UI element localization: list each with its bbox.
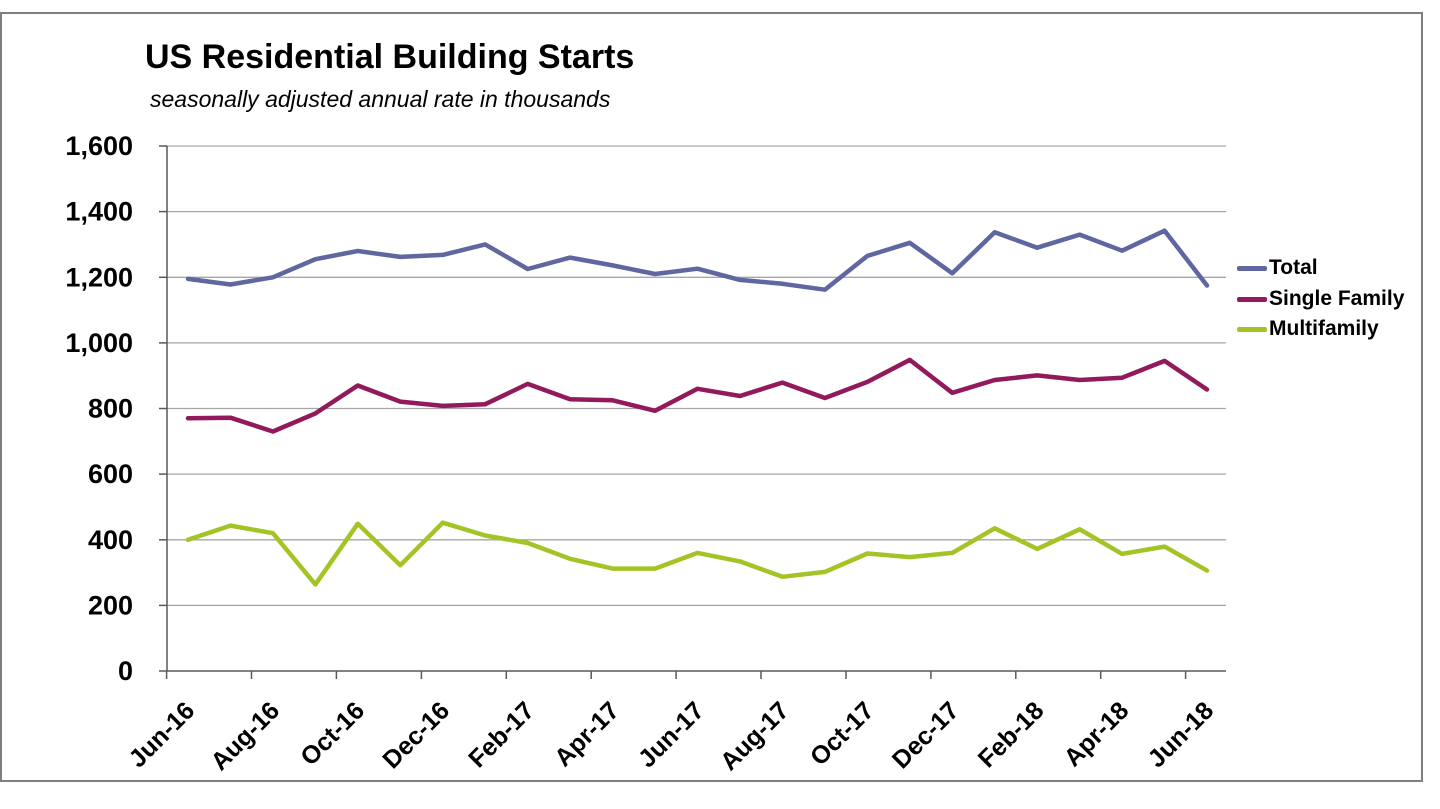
x-axis-label: Apr-18 bbox=[1059, 696, 1135, 772]
y-axis-label: 1,400 bbox=[65, 197, 133, 227]
series-line-multifamily bbox=[185, 520, 1210, 587]
legend-label-total: Total bbox=[1269, 256, 1318, 279]
x-axis-label: Feb-17 bbox=[463, 696, 540, 773]
y-axis-label: 1,200 bbox=[65, 262, 133, 292]
chart-title: US Residential Building Starts bbox=[145, 38, 635, 76]
x-axis-label: Dec-17 bbox=[887, 696, 965, 774]
legend-swatch-multifamily bbox=[1237, 326, 1267, 332]
chart-frame bbox=[0, 12, 1423, 782]
y-axis-label: 1,600 bbox=[65, 131, 133, 161]
x-axis-label: Dec-16 bbox=[377, 696, 455, 774]
legend-item-total: Total bbox=[1237, 257, 1318, 279]
legend-label-single-family: Single Family bbox=[1269, 287, 1405, 310]
x-axis-label: Jun-18 bbox=[1142, 696, 1219, 773]
legend-label-multifamily: Multifamily bbox=[1269, 317, 1379, 340]
y-axis-label: 1,000 bbox=[65, 328, 133, 358]
series-line-single-family bbox=[185, 357, 1210, 434]
chart-subtitle: seasonally adjusted annual rate in thous… bbox=[150, 86, 611, 112]
legend-item-multifamily: Multifamily bbox=[1237, 318, 1379, 340]
x-axis-label: Oct-17 bbox=[805, 696, 880, 771]
legend-swatch-single-family bbox=[1237, 296, 1267, 302]
y-axis-label: 400 bbox=[88, 525, 133, 555]
x-axis-label: Jun-16 bbox=[123, 696, 200, 773]
legend-item-single-family: Single Family bbox=[1237, 288, 1404, 310]
x-axis-label: Apr-17 bbox=[549, 696, 625, 772]
y-axis-label: 0 bbox=[118, 656, 133, 686]
y-axis-label: 600 bbox=[88, 459, 133, 489]
legend-swatch-total bbox=[1237, 265, 1267, 271]
y-axis-label: 200 bbox=[88, 590, 133, 620]
y-axis-label: 800 bbox=[88, 394, 133, 424]
x-axis-label: Jun-17 bbox=[633, 696, 710, 773]
x-axis-label: Feb-18 bbox=[973, 696, 1050, 773]
series-line-total bbox=[185, 228, 1210, 292]
x-axis-label: Aug-16 bbox=[205, 696, 285, 776]
x-axis-label: Aug-17 bbox=[715, 696, 795, 776]
x-axis-label: Oct-16 bbox=[295, 696, 370, 771]
